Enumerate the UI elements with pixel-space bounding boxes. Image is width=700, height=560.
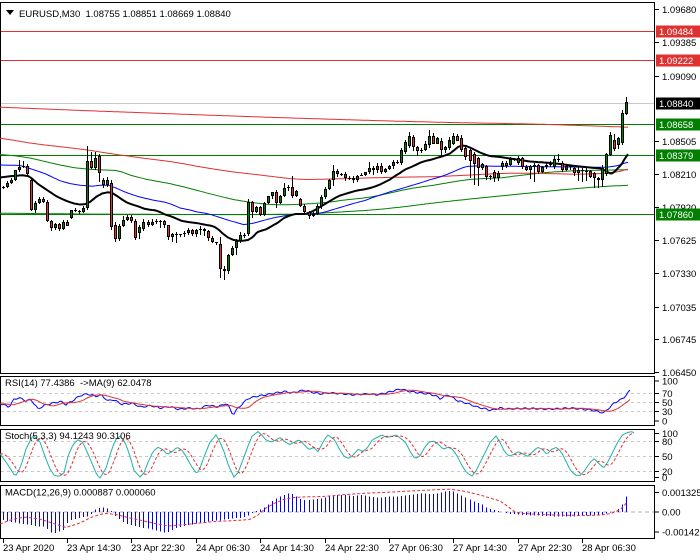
svg-text:100: 100 <box>662 429 678 440</box>
svg-text:50: 50 <box>662 452 673 463</box>
svg-text:0: 0 <box>662 473 667 484</box>
svg-text:1.08505: 1.08505 <box>662 137 696 148</box>
svg-text:1.09222: 1.09222 <box>659 56 693 67</box>
svg-text:1.06745: 1.06745 <box>662 335 696 346</box>
svg-text:70: 70 <box>662 389 673 400</box>
svg-text:1.08379: 1.08379 <box>659 151 693 162</box>
svg-text:1.09090: 1.09090 <box>662 72 696 83</box>
svg-text:100: 100 <box>662 377 678 388</box>
svg-text:20: 20 <box>662 467 673 478</box>
svg-text:0.00: 0.00 <box>662 507 681 518</box>
svg-text:27 Apr 22:30: 27 Apr 22:30 <box>518 543 572 554</box>
svg-text:1.07625: 1.07625 <box>662 236 696 247</box>
svg-text:MACD(12,26,9) 0.000887 0.00006: MACD(12,26,9) 0.000887 0.000060 <box>5 488 156 499</box>
svg-text:-0.001428: -0.001428 <box>662 528 700 539</box>
svg-text:1.09484: 1.09484 <box>659 27 693 38</box>
svg-text:1.06450: 1.06450 <box>662 368 696 379</box>
svg-text:Stoch(5,3,3) 94.1243 90.3106: Stoch(5,3,3) 94.1243 90.3106 <box>5 431 131 442</box>
svg-text:27 Apr 14:30: 27 Apr 14:30 <box>453 543 507 554</box>
svg-text:RSI(14) 77.4386 ->MA(9) 62.04: RSI(14) 77.4386 ->MA(9) 62.0478 <box>5 378 152 389</box>
svg-text:0: 0 <box>662 417 667 428</box>
svg-text:1.08210: 1.08210 <box>662 170 696 181</box>
svg-text:80: 80 <box>662 437 673 448</box>
svg-text:23 Apr 2020: 23 Apr 2020 <box>3 543 54 554</box>
svg-text:1.07035: 1.07035 <box>662 303 696 314</box>
svg-text:24 Apr 22:30: 24 Apr 22:30 <box>325 543 379 554</box>
svg-text:27 Apr 06:30: 27 Apr 06:30 <box>389 543 443 554</box>
svg-text:1.09680: 1.09680 <box>662 5 696 16</box>
svg-text:1.08658: 1.08658 <box>659 120 693 131</box>
svg-text:50: 50 <box>662 398 673 409</box>
svg-text:1.09385: 1.09385 <box>662 38 696 49</box>
svg-text:0.001325: 0.001325 <box>662 488 700 499</box>
svg-text:1.08840: 1.08840 <box>659 99 693 110</box>
svg-text:23 Apr 22:30: 23 Apr 22:30 <box>131 543 185 554</box>
svg-text:30: 30 <box>662 407 673 418</box>
svg-text:1.07860: 1.07860 <box>659 210 693 221</box>
svg-text:24 Apr 14:30: 24 Apr 14:30 <box>260 543 314 554</box>
svg-text:23 Apr 14:30: 23 Apr 14:30 <box>67 543 121 554</box>
svg-text:1.07330: 1.07330 <box>662 269 696 280</box>
svg-text:24 Apr 06:30: 24 Apr 06:30 <box>196 543 250 554</box>
svg-text:28 Apr 06:30: 28 Apr 06:30 <box>582 543 636 554</box>
svg-text:EURUSD,M30 1.08755 1.08851 1.: EURUSD,M30 1.08755 1.08851 1.08669 1.088… <box>19 9 231 20</box>
